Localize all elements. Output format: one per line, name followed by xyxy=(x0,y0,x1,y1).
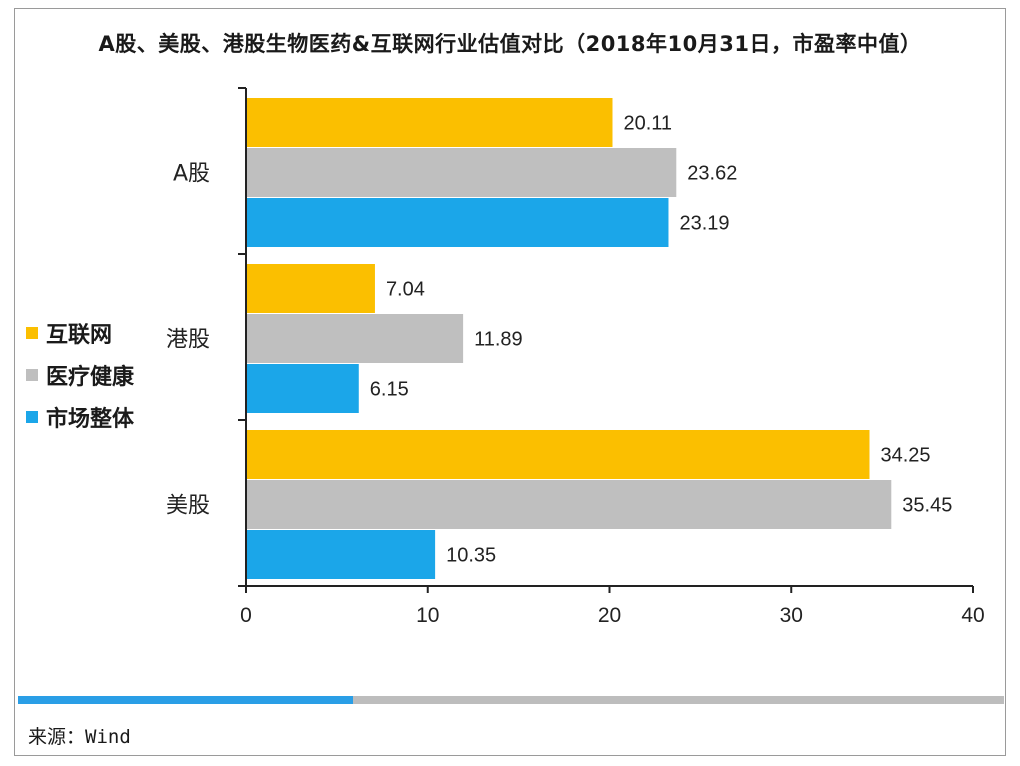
legend-label: 市场整体 xyxy=(46,407,135,432)
x-tick-label: 0 xyxy=(240,604,252,627)
data-label: 23.62 xyxy=(687,163,737,185)
legend-swatch-icon xyxy=(26,369,38,381)
chart-frame xyxy=(14,8,1006,756)
bar xyxy=(247,148,677,197)
legend-swatch-icon xyxy=(26,327,38,339)
data-label: 23.19 xyxy=(679,213,729,235)
x-tick-label: 40 xyxy=(961,604,984,627)
legend: 互联网 医疗健康 市场整体 xyxy=(26,312,134,438)
x-tick-label: 30 xyxy=(780,604,803,627)
bar xyxy=(247,264,375,313)
category-label: 美股 xyxy=(166,494,210,519)
legend-label: 医疗健康 xyxy=(46,365,135,390)
bar xyxy=(247,480,892,529)
bar xyxy=(247,530,436,579)
legend-item-market: 市场整体 xyxy=(26,396,134,438)
data-label: 11.89 xyxy=(474,329,523,351)
data-label: 34.25 xyxy=(880,445,930,467)
x-tick-label: 20 xyxy=(598,604,621,627)
bar xyxy=(247,98,613,147)
bar xyxy=(247,364,359,413)
legend-item-healthcare: 医疗健康 xyxy=(26,354,134,396)
scroll-progress-fill xyxy=(18,696,354,704)
data-label: 7.04 xyxy=(386,279,425,301)
legend-swatch-icon xyxy=(26,411,38,423)
legend-label: 互联网 xyxy=(46,323,113,348)
category-label: A股 xyxy=(173,162,210,187)
data-label: 10.35 xyxy=(446,545,496,567)
bar xyxy=(247,430,870,479)
chart-title: A股、美股、港股生物医药&互联网行业估值对比（2018年10月31日，市盈率中值… xyxy=(98,32,922,56)
data-label: 20.11 xyxy=(623,113,672,135)
data-label: 35.45 xyxy=(902,495,952,517)
scroll-progress-bar[interactable] xyxy=(18,696,1004,704)
x-tick-label: 10 xyxy=(416,604,439,627)
bar xyxy=(247,198,669,247)
legend-item-internet: 互联网 xyxy=(26,312,134,354)
category-label: 港股 xyxy=(166,328,210,353)
bar xyxy=(247,314,464,363)
source-note: 来源：Wind xyxy=(28,726,131,748)
data-label: 6.15 xyxy=(370,379,409,401)
